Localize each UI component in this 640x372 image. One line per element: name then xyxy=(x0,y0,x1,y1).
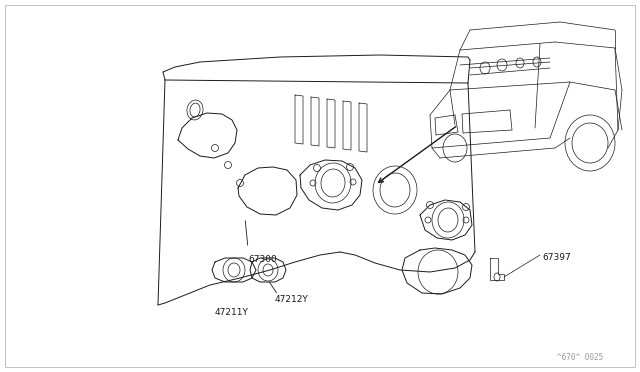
Text: 47212Y: 47212Y xyxy=(275,295,308,304)
Text: 67397: 67397 xyxy=(542,253,571,263)
Text: 67300: 67300 xyxy=(248,255,276,264)
Text: ^670^ 0025: ^670^ 0025 xyxy=(557,353,603,362)
Text: 47211Y: 47211Y xyxy=(215,308,249,317)
